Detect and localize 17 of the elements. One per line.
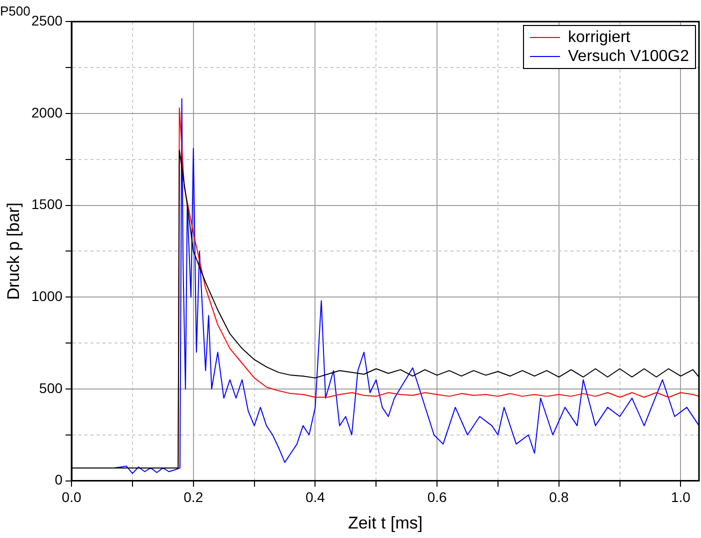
y-axis-title: Druck p [bar] — [4, 202, 23, 300]
y-tick-label: 0 — [54, 472, 63, 488]
y-tick-label: 1000 — [31, 288, 63, 304]
chart-title: P500 — [0, 3, 30, 18]
x-tick-label: 0.2 — [184, 489, 204, 506]
x-tick-label: 0.8 — [549, 489, 569, 506]
y-tick-label: 500 — [39, 380, 63, 396]
y-tick-label: 2500 — [31, 12, 63, 28]
y-tick-label: 2000 — [31, 104, 63, 120]
y-tick-label: 1500 — [31, 196, 63, 212]
legend-label: Versuch V100G2 — [568, 48, 689, 65]
x-tick-label: 0.4 — [305, 489, 326, 506]
x-tick-label: 0.0 — [62, 489, 82, 506]
x-tick-label: 1.0 — [670, 489, 691, 506]
x-tick-label: 0.6 — [427, 489, 447, 506]
x-axis-title: Zeit t [ms] — [348, 513, 423, 532]
legend-label: korrigiert — [568, 28, 630, 46]
